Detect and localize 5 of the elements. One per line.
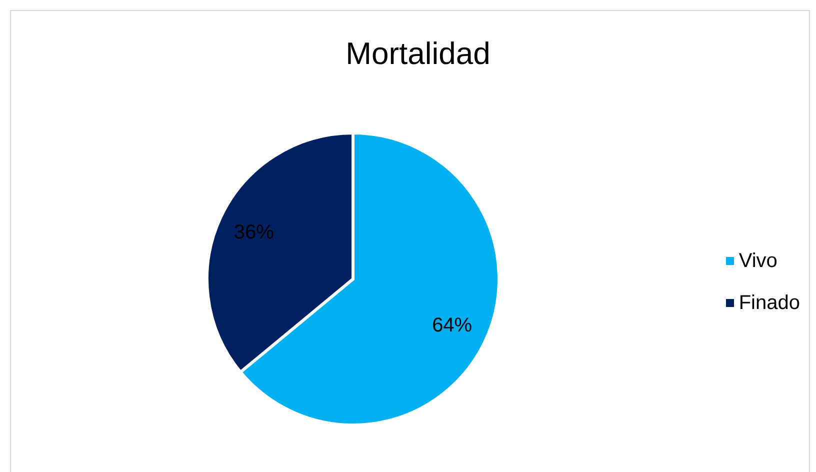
legend-label: Vivo [738, 249, 778, 274]
data-label: 36% [234, 221, 274, 244]
legend-label: Finado [738, 291, 800, 316]
data-label: 64% [432, 314, 472, 337]
chart-title: Mortalidad [344, 36, 492, 72]
